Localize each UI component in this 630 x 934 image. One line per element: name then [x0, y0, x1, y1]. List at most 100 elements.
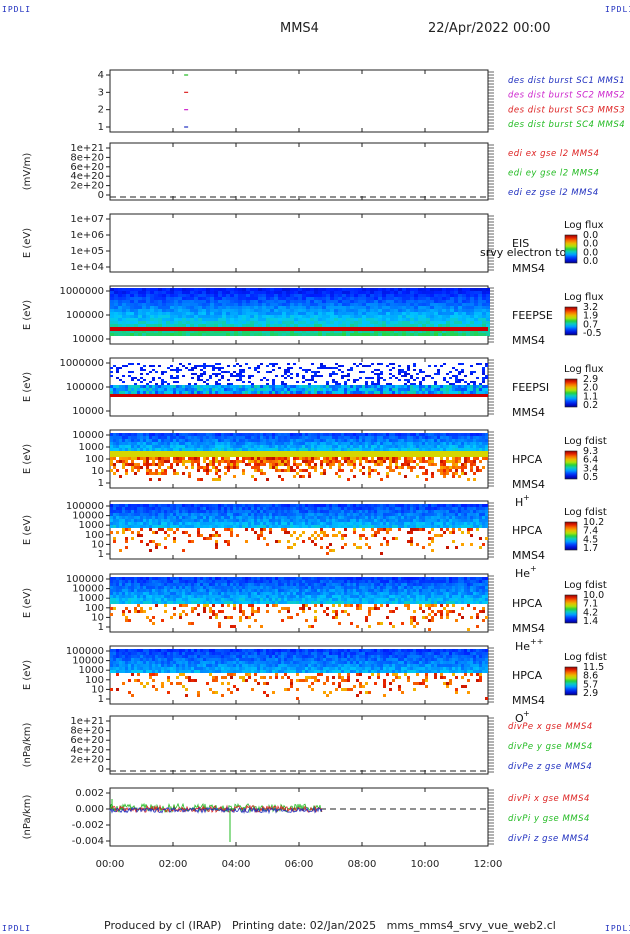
- spectrogram-cell: [390, 324, 394, 327]
- spectrogram-cell: [350, 300, 354, 303]
- spectrogram-cell: [206, 321, 210, 324]
- spectrogram-cell: [134, 448, 137, 451]
- spectrogram-cell: [344, 525, 347, 528]
- spectrogram-cell: [118, 321, 122, 324]
- spectrogram-cell: [194, 291, 198, 294]
- spectrogram-cell: [452, 448, 455, 451]
- spectrogram-cell: [278, 525, 281, 528]
- spectrogram-cell: [272, 445, 275, 448]
- spectrogram-cell: [191, 522, 194, 525]
- spectrogram-cell: [154, 297, 158, 300]
- spectrogram-cell: [359, 388, 362, 391]
- spectrogram-cell: [206, 472, 209, 475]
- spectrogram-cell: [275, 445, 278, 448]
- spectrogram-cell: [282, 321, 286, 324]
- spectrogram-cell: [178, 315, 182, 318]
- spectrogram-cell: [182, 448, 185, 451]
- spectrogram-cell: [404, 375, 407, 377]
- spectrogram-cell: [308, 510, 311, 513]
- spectrogram-cell: [314, 371, 317, 373]
- spectrogram-cell: [188, 504, 191, 507]
- spectrogram-cell: [335, 385, 338, 388]
- spectrogram-cell: [347, 379, 350, 381]
- spectrogram-cell: [246, 315, 250, 318]
- spectrogram-cell: [233, 385, 236, 388]
- spectrogram-cell: [122, 454, 125, 457]
- spectrogram-cell: [137, 469, 140, 472]
- spectrogram-cell: [118, 294, 122, 297]
- spectrogram-cell: [152, 516, 155, 519]
- spectrogram-cell: [452, 439, 455, 442]
- spectrogram-cell: [233, 391, 236, 394]
- spectrogram-cell: [233, 436, 236, 439]
- spectrogram-cell: [198, 321, 202, 324]
- spectrogram-cell: [394, 288, 398, 291]
- spectrogram-cell: [263, 504, 266, 507]
- spectrogram-cell: [198, 315, 202, 318]
- spectrogram-cell: [266, 300, 270, 303]
- spectrogram-cell: [378, 315, 382, 318]
- spectrogram-cell: [116, 513, 119, 516]
- spectrogram-cell: [233, 507, 236, 510]
- spectrogram-cell: [122, 300, 126, 303]
- spectrogram-cell: [314, 385, 317, 388]
- spectrogram-cell: [449, 454, 452, 457]
- spectrogram-cell: [365, 433, 368, 436]
- spectrogram-cell: [311, 504, 314, 507]
- spectrogram-cell: [392, 457, 395, 460]
- spectrogram-cell: [251, 385, 254, 388]
- spectrogram-cell: [186, 291, 190, 294]
- spectrogram-cell: [262, 288, 266, 291]
- spectrogram-cell: [149, 472, 152, 475]
- spectrogram-cell: [215, 478, 218, 481]
- spectrogram-cell: [202, 294, 206, 297]
- spectrogram-cell: [326, 303, 330, 306]
- spectrogram-cell: [464, 466, 467, 469]
- spectrogram-cell: [287, 436, 290, 439]
- spectrogram-cell: [113, 385, 116, 388]
- spectrogram-cell: [449, 385, 452, 388]
- spectrogram-cell: [173, 454, 176, 457]
- spectrogram-cell: [197, 454, 200, 457]
- spectrogram-cell: [470, 309, 474, 312]
- spectrogram-cell: [176, 504, 179, 507]
- spectrogram-cell: [210, 315, 214, 318]
- spectrogram-cell: [476, 388, 479, 391]
- spectrogram-cell: [188, 383, 191, 385]
- spectrogram-cell: [118, 306, 122, 309]
- spectrogram-cell: [218, 442, 221, 445]
- spectrogram-cell: [176, 460, 179, 463]
- spectrogram-cell: [218, 519, 221, 522]
- spectrogram-cell: [215, 451, 218, 454]
- spectrogram-cell: [434, 291, 438, 294]
- spectrogram-cell: [176, 519, 179, 522]
- spectrogram-cell: [426, 312, 430, 315]
- spectrogram-cell: [150, 330, 154, 333]
- legend-entry: des dist burst SC2 MMS2: [508, 91, 625, 101]
- spectrogram-cell: [434, 312, 438, 315]
- spectrogram-cell: [110, 513, 113, 516]
- spectrogram-cell: [206, 312, 210, 315]
- spectrogram-cell: [210, 324, 214, 327]
- spectrogram-cell: [356, 379, 359, 381]
- spectrogram-cell: [116, 525, 119, 528]
- spectrogram-cell: [248, 504, 251, 507]
- spectrogram-cell: [266, 315, 270, 318]
- y-tick-label: 100000: [66, 501, 104, 512]
- spectrogram-cell: [290, 525, 293, 528]
- spectrogram-cell: [242, 504, 245, 507]
- spectrogram-cell: [188, 369, 191, 371]
- spectrogram-cell: [116, 510, 119, 513]
- spectrogram-cell: [323, 469, 326, 472]
- spectrogram-cell: [311, 525, 314, 528]
- spectrogram-cell: [242, 375, 245, 377]
- spectrogram-cell: [389, 454, 392, 457]
- spectrogram-cell: [230, 528, 233, 531]
- spectrogram-cell: [434, 388, 437, 391]
- spectrogram-cell: [226, 321, 230, 324]
- spectrogram-cell: [146, 507, 149, 510]
- spectrogram-cell: [248, 460, 251, 463]
- spectrogram-cell: [290, 291, 294, 294]
- spectrogram-cell: [394, 291, 398, 294]
- spectrogram-cell: [329, 516, 332, 519]
